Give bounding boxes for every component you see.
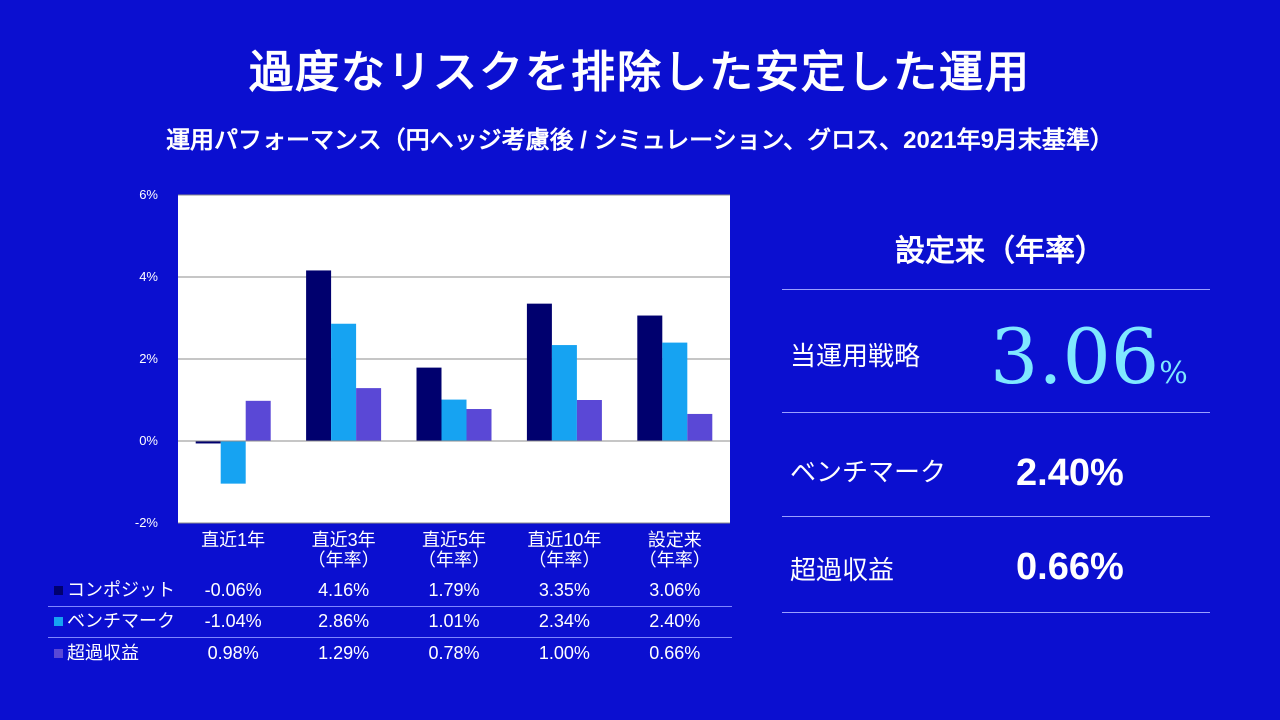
excess-label: 超過収益: [790, 555, 895, 585]
x-tick-label: 設定来 （年率）: [638, 530, 711, 570]
x-tick-label: 直近3年 （年率）: [307, 530, 380, 570]
excess-value: 0.66%: [1016, 546, 1124, 588]
page-title: 過度なリスクを排除した安定した運用: [249, 47, 1031, 98]
legend-swatch: [54, 617, 63, 626]
bar-2-2: [331, 323, 357, 441]
y-tick-label: 4%: [139, 269, 158, 284]
bar-2-4: [551, 345, 577, 441]
legend-swatch: [54, 649, 63, 658]
series-name: ベンチマーク: [67, 611, 175, 631]
data-label: -1.04%: [204, 611, 262, 631]
bar-3-5: [687, 413, 713, 441]
bar-1-5: [637, 315, 663, 441]
table-row: ベンチマーク -1.04% 2.86% 1.01% 2.34% 2.40%: [48, 606, 732, 638]
legend-swatch: [54, 586, 63, 595]
summary-divider: [782, 612, 1210, 613]
summary-divider: [782, 412, 1210, 413]
strategy-value-unit: %: [1159, 356, 1188, 391]
strategy-value: 3.06%: [990, 312, 1188, 401]
data-label: 0.66%: [649, 643, 701, 663]
page-subtitle: 運用パフォーマンス（円ヘッジ考慮後 / シミュレーション、グロス、2021年9月…: [166, 127, 1114, 154]
bar-1-4: [526, 303, 552, 441]
y-tick-label: -2%: [135, 515, 159, 530]
table-row: コンポジット -0.06% 4.16% 1.79% 3.35% 3.06%: [48, 575, 732, 607]
legend-entry: 超過収益: [54, 638, 139, 669]
benchmark-label: ベンチマーク: [790, 457, 947, 487]
bar-1-3: [416, 367, 442, 441]
series-name: コンポジット: [67, 580, 175, 600]
legend-entry: ベンチマーク: [54, 606, 175, 637]
summary-heading: 設定来（年率）: [895, 235, 1105, 268]
data-label: 1.79%: [428, 580, 480, 600]
data-label: 0.98%: [207, 643, 259, 663]
y-tick-label: 2%: [139, 351, 158, 366]
bar-1-2: [306, 270, 332, 441]
data-label: 3.06%: [649, 580, 701, 600]
x-tick-label: 直近10年 （年率）: [527, 530, 602, 570]
bar-2-5: [662, 342, 688, 441]
bar-3-3: [466, 409, 492, 441]
summary-divider: [782, 516, 1210, 517]
series-name: 超過収益: [67, 643, 139, 663]
data-label: -0.06%: [204, 580, 262, 600]
data-label: 1.01%: [428, 611, 480, 631]
bar-3-2: [356, 388, 382, 441]
y-tick-label: 6%: [139, 187, 158, 202]
data-label: 1.00%: [538, 643, 590, 663]
bar-2-3: [441, 399, 467, 441]
bar-3-1: [245, 400, 271, 441]
x-tick-label: 直近1年: [201, 530, 266, 550]
data-label: 1.29%: [318, 643, 370, 663]
bar-3-4: [576, 400, 602, 441]
data-label: 2.86%: [318, 611, 370, 631]
strategy-value-number: 3.06: [990, 312, 1160, 401]
data-label: 4.16%: [318, 580, 370, 600]
x-tick-label: 直近5年 （年率）: [418, 530, 490, 570]
legend-entry: コンポジット: [54, 575, 175, 606]
benchmark-value: 2.40%: [1016, 452, 1124, 494]
y-tick-label: 0%: [139, 433, 158, 448]
data-label: 0.78%: [428, 643, 480, 663]
summary-divider: [782, 289, 1210, 290]
data-label: 3.35%: [538, 580, 590, 600]
bar-1-1: [195, 441, 221, 444]
data-label: 2.40%: [649, 611, 701, 631]
table-row: 超過収益 0.98% 1.29% 0.78% 1.00% 0.66%: [48, 638, 732, 669]
bar-2-1: [220, 441, 246, 484]
data-label: 2.34%: [538, 611, 590, 631]
strategy-label: 当運用戦略: [790, 341, 921, 371]
